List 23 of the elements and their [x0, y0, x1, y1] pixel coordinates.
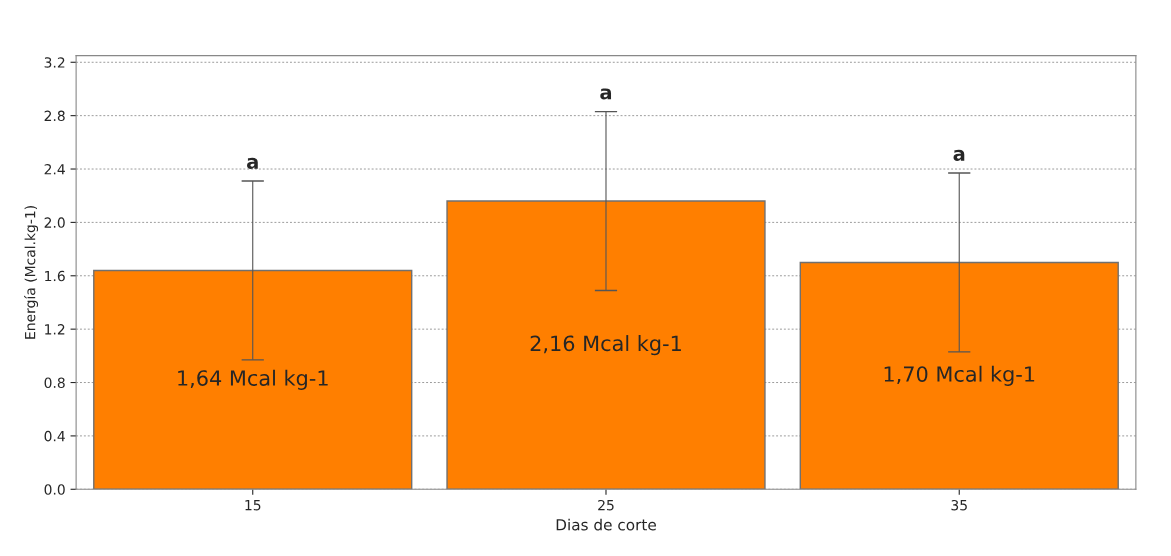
y-tick-label: 2.0	[44, 217, 65, 228]
y-tick-label: 3.2	[44, 57, 65, 68]
annotation: a	[600, 88, 612, 100]
x-axis-title: Dias de corte	[556, 518, 656, 531]
annotation: a	[953, 149, 965, 161]
y-tick-label: 0.8	[44, 377, 65, 388]
y-tick-label: 1.2	[45, 324, 65, 335]
x-tick-label: 15	[245, 500, 261, 511]
y-tick-label: 0.4	[44, 430, 65, 442]
bar	[799, 261, 1119, 490]
x-tick-label: 25	[598, 499, 614, 511]
y-tick-label: 1.6	[45, 270, 65, 282]
y-axis-title: Energía (Mcal.kg-1)	[24, 206, 39, 339]
annotation: a	[247, 157, 258, 169]
bar	[446, 200, 766, 490]
y-tick-label: 0.0	[44, 484, 65, 495]
y-tick-label: 2.4	[44, 163, 65, 175]
bar	[93, 269, 413, 490]
x-tick-label: 35	[951, 499, 967, 511]
y-tick-label: 2.8	[44, 110, 65, 122]
data-label: 1,64 Mcal kg-1	[178, 369, 328, 390]
data-label: 2,16 Mcal kg-1	[530, 335, 681, 356]
data-label: 1,70 Mcal kg-1	[884, 365, 1035, 386]
